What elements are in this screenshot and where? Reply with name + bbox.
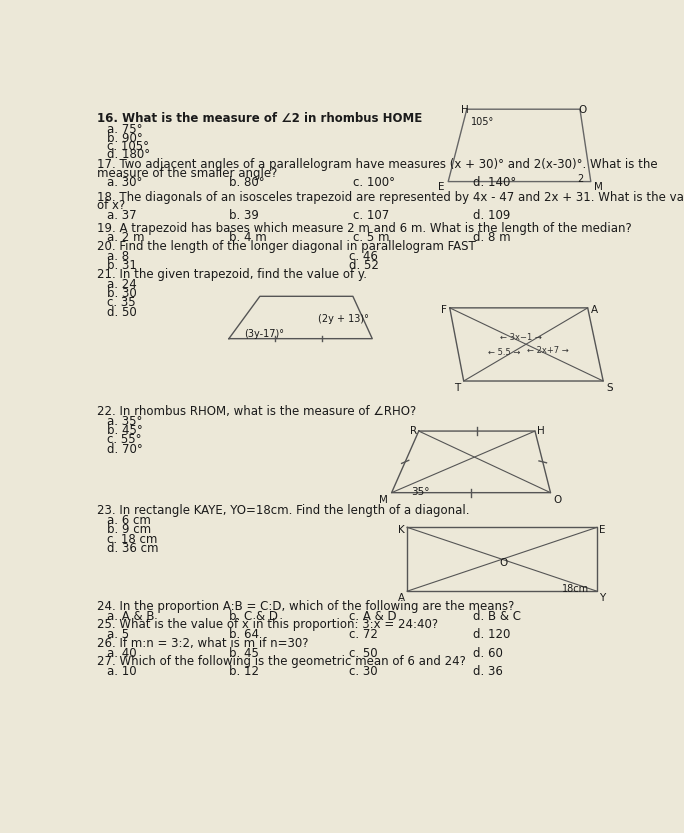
Text: c. 100°: c. 100° [353,177,395,189]
Text: b. 80°: b. 80° [229,177,265,189]
Text: a. 24: a. 24 [107,278,137,291]
Text: a. 35°: a. 35° [107,415,142,428]
Text: c. 46: c. 46 [349,250,378,263]
Text: b. 4 m: b. 4 m [229,231,267,244]
Text: 18cm: 18cm [562,584,589,594]
Text: Y: Y [599,593,605,603]
Text: d. 36: d. 36 [473,665,503,678]
Text: a. 6 cm: a. 6 cm [107,514,151,527]
Text: c. 18 cm: c. 18 cm [107,532,157,546]
Text: d. 36 cm: d. 36 cm [107,542,159,555]
Text: d. 70°: d. 70° [107,442,143,456]
Text: b. 39: b. 39 [229,209,259,222]
Text: b. 64: b. 64 [229,628,259,641]
Text: of x?: of x? [97,199,125,212]
Text: d. 140°: d. 140° [473,177,516,189]
Text: c. 5 m: c. 5 m [353,231,389,244]
Text: d. 50: d. 50 [107,306,137,318]
Text: O: O [553,495,562,505]
Text: S: S [606,383,613,393]
Text: F: F [440,305,447,315]
Text: 23. In rectangle KAYE, YO=18cm. Find the length of a diagonal.: 23. In rectangle KAYE, YO=18cm. Find the… [97,504,470,517]
Text: A: A [397,593,405,603]
Text: ← 3x−1 →: ← 3x−1 → [500,333,542,342]
Text: 24. In the proportion A:B = C:D, which of the following are the means?: 24. In the proportion A:B = C:D, which o… [97,600,514,613]
Text: a. 5: a. 5 [107,628,129,641]
Text: 26. If m:n = 3:2, what is m if n=30?: 26. If m:n = 3:2, what is m if n=30? [97,636,308,650]
Text: b. 45: b. 45 [229,646,259,660]
Text: a. 8: a. 8 [107,250,129,263]
Text: b. 31: b. 31 [107,259,137,272]
Text: c. 105°: c. 105° [107,140,149,153]
Text: O: O [578,105,586,115]
Text: 17. Two adjacent angles of a parallelogram have measures (x + 30)° and 2(x-30)°.: 17. Two adjacent angles of a parallelogr… [97,158,658,172]
Text: 16. What is the measure of ∠2 in rhombus HOME: 16. What is the measure of ∠2 in rhombus… [97,112,423,125]
Text: a. 2 m: a. 2 m [107,231,145,244]
Text: d. 60: d. 60 [473,646,503,660]
Text: R: R [410,426,417,436]
Text: c. 35: c. 35 [107,297,136,309]
Text: a. 40: a. 40 [107,646,137,660]
Text: d. 120: d. 120 [473,628,510,641]
Text: d. 109: d. 109 [473,209,510,222]
Text: b. 90°: b. 90° [107,132,143,145]
Text: (2y + 13)°: (2y + 13)° [318,314,369,324]
Text: c. 107: c. 107 [353,209,389,222]
Text: 18. The diagonals of an isosceles trapezoid are represented by 4x - 47 and 2x + : 18. The diagonals of an isosceles trapez… [97,191,684,204]
Text: c. A & D: c. A & D [349,610,397,623]
Text: c. 72: c. 72 [349,628,378,641]
Text: b. 30: b. 30 [107,287,137,300]
Text: b. 9 cm: b. 9 cm [107,523,151,536]
Text: 105°: 105° [471,117,495,127]
Text: d. 52: d. 52 [349,259,379,272]
Text: b. 45°: b. 45° [107,424,143,437]
Text: b. 12: b. 12 [229,665,259,678]
Text: a. 10: a. 10 [107,665,137,678]
Text: 20. Find the length of the longer diagonal in parallelogram FAST: 20. Find the length of the longer diagon… [97,240,476,253]
Text: 19. A trapezoid has bases which measure 2 m and 6 m. What is the length of the m: 19. A trapezoid has bases which measure … [97,222,632,235]
Text: c. 30: c. 30 [349,665,378,678]
Text: a. 30°: a. 30° [107,177,142,189]
Text: ← 2x+7 →: ← 2x+7 → [527,347,569,356]
Text: A: A [591,305,598,315]
Text: 22. In rhombus RHOM, what is the measure of ∠RHO?: 22. In rhombus RHOM, what is the measure… [97,405,417,418]
Text: 25. What is the value of x in this proportion: 3:x = 24:40?: 25. What is the value of x in this propo… [97,618,438,631]
Text: d. 8 m: d. 8 m [473,231,511,244]
Text: b. C & D: b. C & D [229,610,278,623]
Text: K: K [398,525,405,535]
Text: O: O [499,558,508,568]
Text: 27. Which of the following is the geometric mean of 6 and 24?: 27. Which of the following is the geomet… [97,655,466,668]
Text: E: E [438,182,445,192]
Text: a. 37: a. 37 [107,209,137,222]
Text: E: E [599,525,606,535]
Text: ← 5.5 →: ← 5.5 → [488,348,521,357]
Text: M: M [379,495,388,505]
Text: 2: 2 [577,174,583,184]
Text: d. B & C: d. B & C [473,610,521,623]
Text: T: T [454,383,460,393]
Text: a. 75°: a. 75° [107,123,143,136]
Text: 21. In the given trapezoid, find the value of y.: 21. In the given trapezoid, find the val… [97,268,367,281]
Text: M: M [594,182,603,192]
Text: H: H [462,105,469,115]
Text: d. 180°: d. 180° [107,148,150,162]
Text: measure of the smaller angle?: measure of the smaller angle? [97,167,278,180]
Text: H: H [538,426,545,436]
Text: a. A & B: a. A & B [107,610,155,623]
Text: 35°: 35° [411,487,430,497]
Text: c. 55°: c. 55° [107,433,142,446]
Text: (3y-17)°: (3y-17)° [244,329,285,339]
Text: c. 50: c. 50 [349,646,378,660]
